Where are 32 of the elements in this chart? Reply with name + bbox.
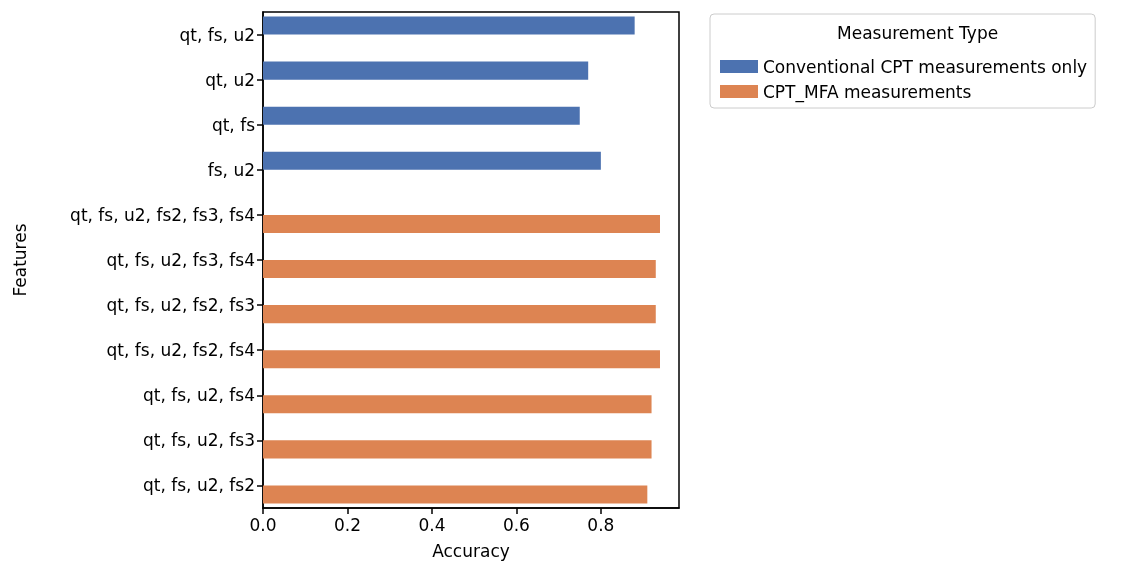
x-tick-label: 0.2 (333, 514, 361, 535)
y-tick-label: qt, fs, u2, fs3, fs4 (106, 250, 255, 270)
bar (263, 106, 580, 125)
x-axis-title: Accuracy (432, 540, 510, 561)
bar (263, 440, 652, 459)
y-tick-label: qt, fs, u2, fs2, fs3, fs4 (70, 204, 255, 225)
bar (263, 61, 589, 80)
y-tick-label: qt, fs (211, 114, 256, 135)
legend-label: CPT_MFA measurements (763, 81, 972, 103)
y-tick-label: qt, u2 (205, 69, 255, 90)
y-axis-title: Features (9, 223, 30, 297)
x-tick-label: 0.8 (587, 514, 615, 535)
y-tick-label: qt, fs, u2, fs2, fs4 (106, 340, 255, 361)
legend-title: Measurement Type (837, 22, 999, 43)
bar (263, 16, 635, 35)
x-tick-label: 0.0 (249, 514, 277, 535)
bar (263, 485, 648, 504)
legend-label: Conventional CPT measurements only (763, 56, 1088, 77)
bar (263, 151, 601, 170)
bar (263, 260, 656, 279)
x-tick-label: 0.6 (502, 514, 530, 535)
y-tick-label: qt, fs, u2, fs3 (143, 430, 255, 451)
y-tick-label: fs, u2 (207, 159, 255, 180)
y-tick-label: qt, fs, u2, fs2, fs3 (106, 295, 255, 316)
y-tick-label: qt, fs, u2, fs4 (143, 385, 255, 406)
bar (263, 214, 660, 233)
bar (263, 395, 652, 414)
y-tick-label: qt, fs, u2, fs2 (143, 475, 255, 496)
x-tick-label: 0.4 (418, 514, 446, 535)
bar (263, 305, 656, 324)
y-tick-label: qt, fs, u2 (179, 24, 255, 45)
bar (263, 350, 660, 369)
